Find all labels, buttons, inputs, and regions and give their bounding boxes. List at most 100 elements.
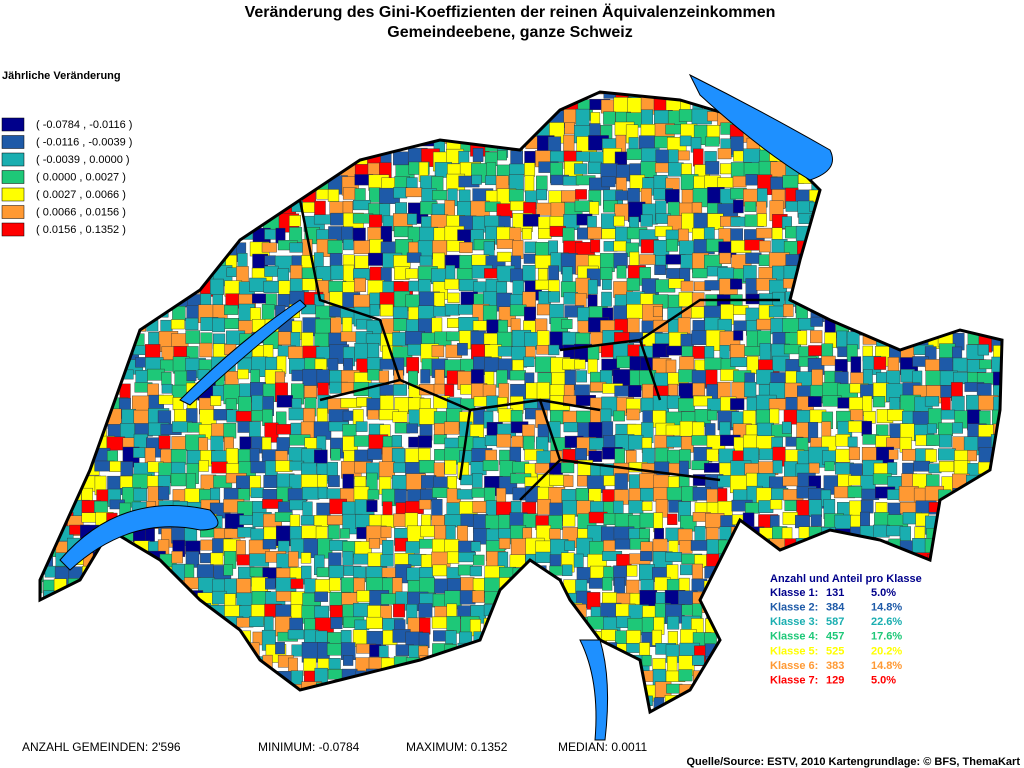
municipality-cell xyxy=(496,433,512,448)
municipality-cell xyxy=(537,99,551,110)
municipality-cell xyxy=(720,708,734,712)
class-count: 384 xyxy=(826,602,845,614)
class-count: 129 xyxy=(826,675,844,687)
municipality-cell xyxy=(967,112,978,129)
municipality-cell xyxy=(731,671,744,690)
municipality-cell xyxy=(953,304,971,325)
municipality-cell xyxy=(161,616,175,633)
municipality-cell xyxy=(938,565,960,585)
municipality-cell xyxy=(317,697,329,712)
municipality-cell xyxy=(560,462,575,474)
municipality-cell xyxy=(133,578,153,590)
municipality-cell xyxy=(1006,490,1024,508)
municipality-cell xyxy=(979,318,999,335)
class-share: 20.2% xyxy=(871,645,902,657)
municipality-cell xyxy=(937,134,958,151)
municipality-cell xyxy=(848,589,861,604)
municipality-cell xyxy=(496,630,510,650)
municipality-cell xyxy=(93,332,113,352)
legend-title: Jährliche Veränderung xyxy=(2,70,121,82)
municipality-cell xyxy=(404,512,418,528)
municipality-cell xyxy=(40,527,45,541)
municipality-cell xyxy=(342,424,357,437)
municipality-cell xyxy=(952,539,968,552)
municipality-cell xyxy=(67,591,88,610)
municipality-cell xyxy=(912,305,925,320)
municipality-cell xyxy=(837,242,852,253)
municipality-cell xyxy=(846,553,867,572)
municipality-cell xyxy=(406,423,419,434)
municipality-cell xyxy=(210,278,224,295)
municipality-cell xyxy=(223,564,234,576)
municipality-cell xyxy=(691,330,709,346)
municipality-cell xyxy=(393,384,407,396)
municipality-cell xyxy=(497,98,511,119)
municipality-cell xyxy=(108,589,128,607)
municipality-cell xyxy=(486,395,499,412)
municipality-cell xyxy=(120,252,138,271)
municipality-cell xyxy=(367,343,380,359)
municipality-cell xyxy=(236,190,255,209)
municipality-cell xyxy=(784,92,807,103)
municipality-cell xyxy=(68,330,86,345)
municipality-cell xyxy=(68,369,90,380)
municipality-cell xyxy=(40,240,51,256)
municipality-cell xyxy=(951,564,964,586)
municipality-cell xyxy=(328,110,340,126)
municipality-cell xyxy=(379,137,393,147)
lake-neuchatel xyxy=(179,299,307,406)
municipality-cell xyxy=(458,109,480,129)
municipality-cell xyxy=(186,96,198,114)
municipality-cell xyxy=(353,112,366,128)
municipality-cell xyxy=(823,278,837,299)
municipality-cell xyxy=(758,97,778,114)
municipality-cell xyxy=(772,460,783,474)
municipality-cell xyxy=(601,176,616,188)
municipality-cell xyxy=(159,656,173,675)
municipality-cell xyxy=(198,137,218,159)
municipality-cell xyxy=(471,642,493,658)
municipality-cell xyxy=(496,239,514,249)
municipality-cell xyxy=(927,190,944,208)
municipality-cell xyxy=(991,486,1002,507)
municipality-cell xyxy=(120,684,140,699)
municipality-cell xyxy=(810,316,823,327)
municipality-cell xyxy=(796,92,814,106)
municipality-cell xyxy=(990,305,1002,325)
municipality-cell xyxy=(406,92,428,104)
municipality-cell xyxy=(278,707,299,712)
municipality-cell xyxy=(393,187,408,199)
municipality-cell xyxy=(420,369,431,384)
municipality-cell xyxy=(732,175,747,188)
municipality-cell xyxy=(1006,203,1020,222)
municipality-cell xyxy=(769,408,780,424)
municipality-cell xyxy=(979,110,1000,130)
municipality-cell xyxy=(275,642,285,655)
municipality-cell xyxy=(472,320,488,331)
municipality-cell xyxy=(366,92,387,103)
municipality-cell xyxy=(184,253,197,275)
municipality-cell xyxy=(783,344,801,355)
municipality-cell xyxy=(524,175,535,193)
municipality-cell xyxy=(966,226,984,240)
municipality-cell xyxy=(471,473,483,488)
municipality-cell xyxy=(82,644,97,658)
municipality-cell xyxy=(823,186,841,200)
municipality-cell xyxy=(509,697,526,712)
municipality-cell xyxy=(304,710,317,712)
municipality-cell xyxy=(368,252,385,266)
municipality-cell xyxy=(484,357,500,373)
municipality-cell xyxy=(57,281,73,293)
municipality-cell xyxy=(107,695,120,712)
municipality-cell xyxy=(967,305,980,321)
municipality-cell xyxy=(43,512,65,524)
municipality-cell xyxy=(444,459,457,475)
municipality-cell xyxy=(158,226,176,242)
municipality-cell xyxy=(94,293,104,305)
municipality-cell xyxy=(756,318,773,330)
municipality-cell xyxy=(550,644,563,660)
municipality-cell xyxy=(876,697,890,709)
municipality-cell xyxy=(797,98,815,111)
municipality-cell xyxy=(900,216,916,238)
municipality-cell xyxy=(369,304,380,317)
